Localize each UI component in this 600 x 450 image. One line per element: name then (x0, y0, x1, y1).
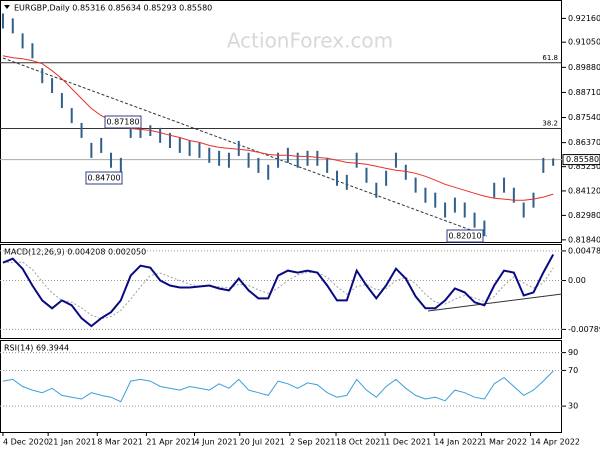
y-tick-label: 0.85250 (568, 162, 600, 171)
x-tick-label: 20 Jul 2021 (240, 438, 285, 447)
menu-icon (4, 5, 10, 9)
fib-label: 61.8 (542, 54, 558, 62)
x-tick-label: 14 Apr 2022 (531, 438, 580, 447)
panel-header: RSI(14) 69.3944 (4, 344, 69, 353)
x-tick-label: 4 Dec 2020 (3, 438, 49, 447)
x-tick-label: 1 Mar 2022 (481, 438, 527, 447)
x-tick-label: 21 Jan 2021 (48, 438, 96, 447)
y-tick-label: 30 (568, 402, 578, 411)
x-tick-label: 21 Apr 2021 (146, 438, 195, 447)
panel-header: MACD(12,26,9) 0.004208 0.002050 (4, 248, 146, 257)
annotation-box (85, 171, 123, 185)
x-tick-label: 18 Oct 2021 (336, 438, 385, 447)
watermark: ActionForex.com (227, 29, 393, 53)
y-tick-label: 90 (568, 348, 578, 357)
y-tick-label: 0.91050 (568, 38, 600, 47)
macd-trend-line (427, 293, 563, 312)
y-tick-label: 0.00 (568, 276, 586, 285)
macd-line (2, 254, 555, 328)
x-tick-label: 8 Mar 2021 (97, 438, 143, 447)
annotation: 0.84700 (87, 174, 120, 183)
y-tick-label: 0.92160 (568, 14, 600, 23)
signal-line (2, 261, 554, 320)
macd-panel-frame (0, 244, 562, 339)
x-tick-label: 1 Dec 2021 (385, 438, 431, 447)
y-tick-label: 0.81840 (568, 235, 600, 244)
moving-average (2, 55, 554, 201)
x-tick-label: 14 Jan 2022 (434, 438, 482, 447)
fib-label: 38.2 (542, 119, 558, 127)
y-tick-label: -0.007894 (568, 325, 600, 334)
current-price-box (562, 154, 600, 166)
y-tick-label: 0.89880 (568, 63, 600, 72)
annotation-box (446, 229, 484, 243)
annotation: 0.87180 (106, 118, 139, 127)
y-tick-label: 70 (568, 366, 578, 375)
rsi-panel-frame (0, 340, 562, 433)
y-tick-label: 0.86370 (568, 138, 600, 147)
annotation: 0.82010 (448, 232, 481, 241)
x-tick-label: 2 Sep 2021 (290, 438, 336, 447)
y-tick-label: 0.88710 (568, 88, 600, 97)
panel-header: EURGBP,Daily 0.85316 0.85634 0.85293 0.8… (14, 4, 212, 13)
current-price-label: 0.85580 (566, 155, 599, 164)
rsi-line (2, 370, 554, 403)
x-tick-label: 4 Jun 2021 (195, 438, 238, 447)
price-panel-frame (0, 0, 562, 243)
y-tick-label: 0.87540 (568, 113, 600, 122)
y-tick-label: 0.84120 (568, 186, 600, 195)
annotation-box (104, 115, 142, 129)
y-tick-label: 0.004784 (568, 246, 600, 255)
y-tick-label: 0.82980 (568, 211, 600, 220)
trend-line (2, 57, 488, 237)
